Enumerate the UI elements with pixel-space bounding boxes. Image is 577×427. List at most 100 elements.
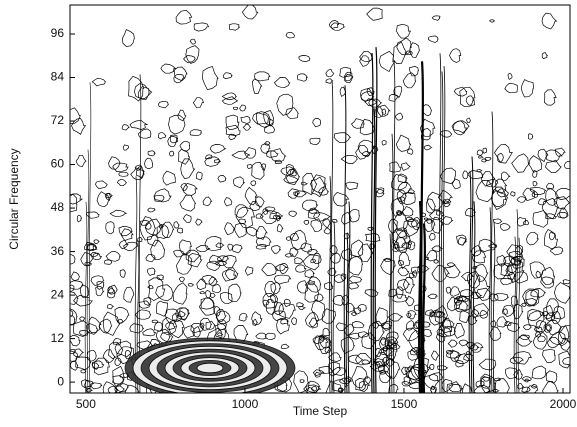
contour-line	[454, 353, 470, 364]
contour-line	[468, 171, 472, 393]
contour-line	[359, 55, 371, 67]
contour-line	[348, 282, 360, 290]
contour-line	[350, 239, 364, 257]
contour-line	[388, 383, 399, 393]
contour-line	[195, 171, 203, 181]
contour-line	[150, 239, 165, 260]
x-tick-label: 2000	[550, 397, 577, 411]
contour-line	[482, 376, 490, 382]
contour-line	[462, 170, 469, 180]
contour-line	[156, 274, 164, 280]
contour-line	[465, 208, 477, 217]
y-tick-label: 0	[57, 374, 64, 388]
contour-line	[478, 238, 497, 253]
contour-line	[559, 207, 569, 219]
contour-line	[234, 223, 247, 238]
contour-line	[555, 147, 566, 157]
contour-line	[398, 259, 404, 267]
contour-line	[517, 217, 527, 227]
contour-line	[182, 325, 195, 339]
contour-line	[220, 291, 233, 304]
contour-line	[485, 178, 499, 188]
contour-line	[299, 379, 305, 383]
contour-line	[272, 310, 286, 321]
contour-line	[529, 261, 547, 279]
contour-line	[294, 190, 308, 198]
contour-line	[502, 304, 516, 318]
contour-line	[179, 194, 197, 212]
contour-line	[348, 275, 363, 284]
contour-line	[513, 236, 517, 393]
contour-line	[366, 7, 383, 21]
contour-line	[302, 172, 318, 196]
contour-line	[123, 286, 135, 303]
contour-line	[352, 321, 365, 329]
contour-line	[193, 22, 210, 32]
contour-line	[553, 282, 570, 304]
contour-line	[446, 262, 456, 267]
contour-line	[222, 72, 233, 80]
contour-line	[351, 118, 365, 129]
contour-line	[388, 288, 398, 297]
contour-line	[522, 187, 536, 202]
contour-line	[280, 166, 295, 177]
contour-line	[201, 275, 217, 285]
contour-line	[448, 384, 464, 393]
contour-line	[511, 153, 531, 173]
contour-line	[522, 288, 540, 307]
contour-line	[227, 243, 234, 251]
contour-line	[147, 267, 156, 276]
contour-line	[228, 23, 241, 31]
contour-line	[375, 189, 385, 198]
contour-line	[454, 300, 469, 312]
contour-line	[238, 218, 247, 224]
contour-line	[335, 322, 348, 331]
contour-line	[527, 133, 534, 140]
contour-line	[304, 275, 322, 293]
contour-line	[102, 381, 118, 393]
contour-line	[453, 86, 468, 97]
contour-line	[397, 173, 408, 183]
contour-line	[323, 227, 332, 235]
contour-line	[358, 331, 370, 338]
contour-line	[535, 319, 547, 333]
contour-line	[84, 241, 95, 251]
contour-line	[114, 340, 133, 358]
contour-line	[202, 196, 213, 206]
contour-line	[446, 381, 461, 393]
contour-line	[260, 143, 271, 154]
contour-line	[270, 294, 279, 304]
contour-line	[542, 381, 560, 393]
contour-line	[86, 323, 98, 335]
x-tick-label: 1000	[232, 397, 259, 411]
contour-line	[492, 221, 496, 393]
contour-line	[557, 325, 570, 347]
contour-line	[162, 170, 176, 186]
y-tick-label: 12	[51, 331, 65, 345]
contour-line	[296, 280, 308, 294]
contour-line	[344, 71, 354, 84]
contour-line	[153, 194, 165, 202]
contour-line	[313, 212, 332, 222]
contour-line	[393, 237, 408, 252]
contour-line	[86, 349, 97, 362]
contour-line	[442, 198, 452, 205]
contour-line	[527, 309, 543, 322]
contour-line	[92, 362, 100, 370]
contour-line	[496, 254, 507, 267]
contour-line	[532, 331, 548, 350]
contour-line	[431, 216, 445, 234]
y-tick-label: 84	[51, 70, 65, 84]
contour-line	[404, 50, 413, 56]
contour-line	[549, 231, 556, 241]
contour-line	[353, 307, 361, 315]
contour-line	[70, 253, 76, 265]
contour-line	[94, 357, 110, 376]
contour-line	[328, 20, 339, 29]
contour-line	[289, 232, 300, 242]
contour-line	[187, 282, 195, 287]
contour-line	[330, 80, 334, 393]
contour-line	[80, 369, 87, 374]
contour-line	[165, 322, 176, 331]
contour-line	[261, 263, 279, 276]
